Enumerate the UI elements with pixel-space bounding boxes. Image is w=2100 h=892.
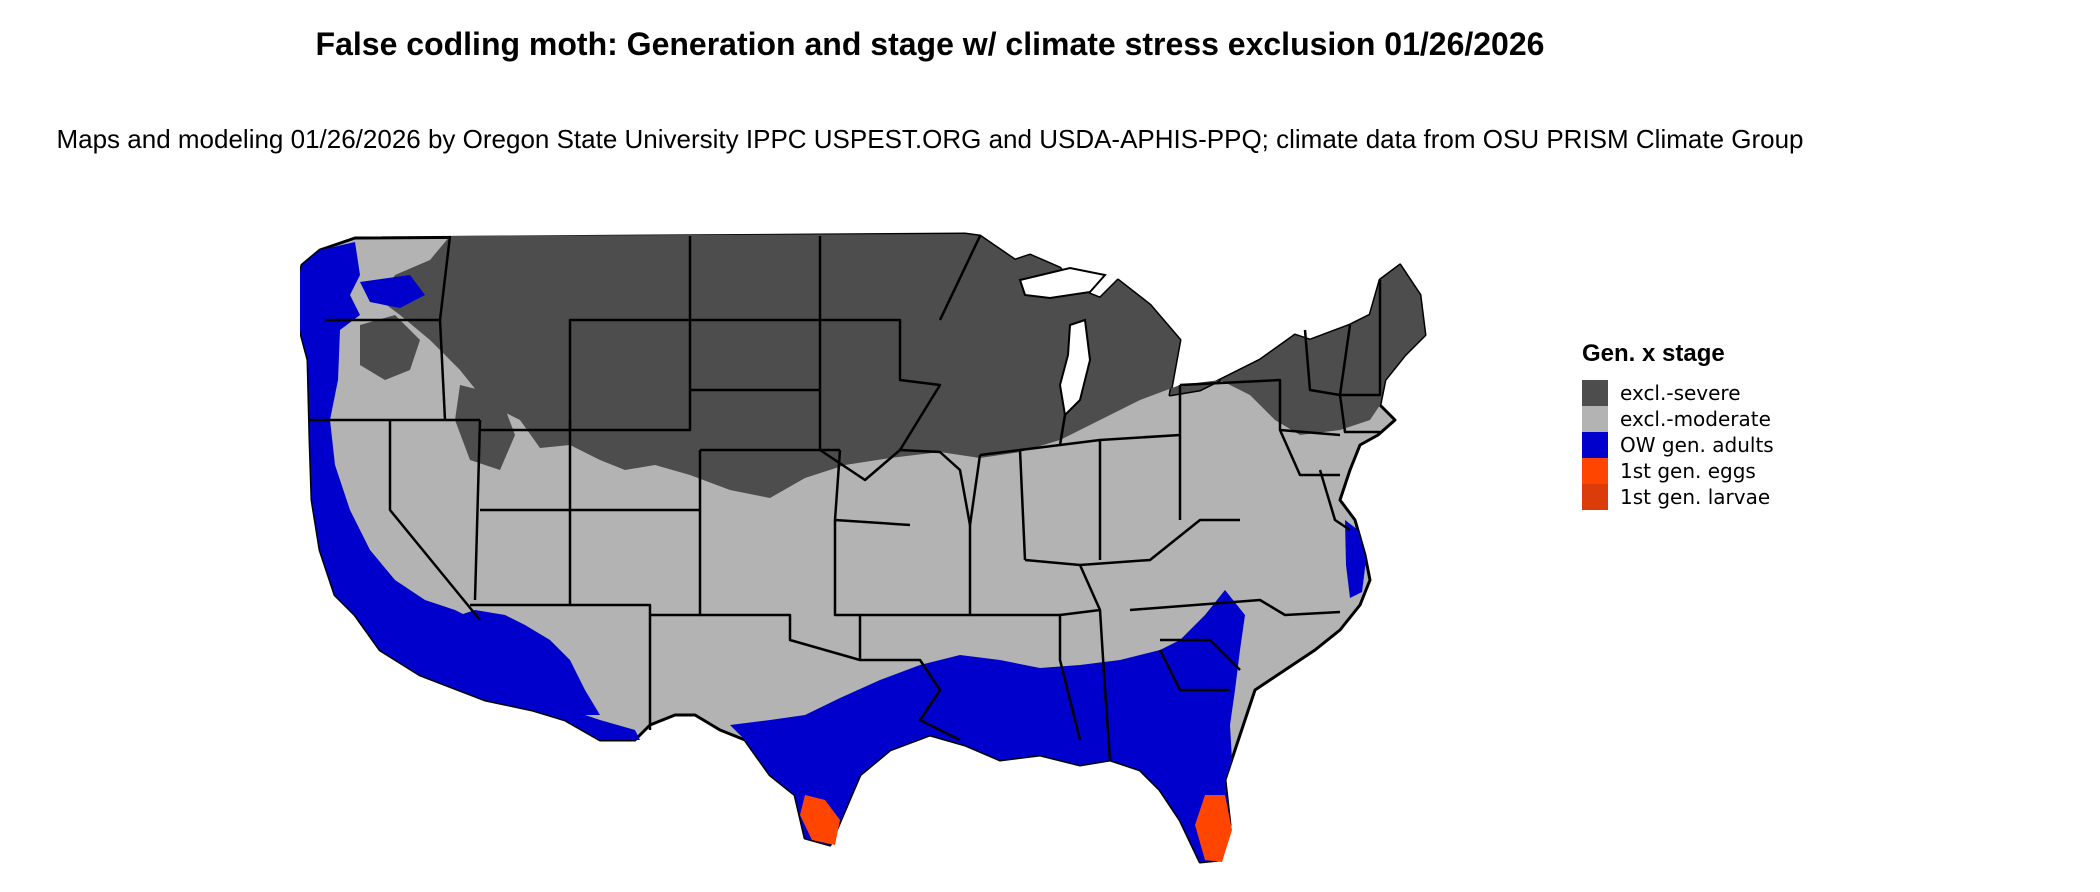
legend-title: Gen. x stage — [1582, 340, 1725, 367]
state-borders — [310, 235, 1382, 761]
legend-swatch — [1582, 432, 1608, 458]
map-subtitle: Maps and modeling 01/26/2026 by Oregon S… — [56, 124, 1804, 154]
legend-item-excl-moderate: excl.-moderate — [1582, 406, 1774, 432]
severe-exclusion-west — [360, 315, 515, 470]
adults-gulf-coast — [730, 590, 1245, 862]
legend-item-ow-adults: OW gen. adults — [1582, 432, 1774, 458]
eggs-south-texas — [800, 795, 840, 845]
legend-swatch — [1582, 406, 1608, 432]
map-legend: Gen. x stage excl.-severe excl.-moderate… — [1582, 340, 1774, 510]
adults-arizona — [445, 610, 600, 715]
adults-atlantic-coast — [1345, 520, 1366, 598]
legend-item-excl-severe: excl.-severe — [1582, 380, 1774, 406]
legend-item-1st-eggs: 1st gen. eggs — [1582, 458, 1774, 484]
legend-swatch — [1582, 380, 1608, 406]
adults-inland-washington — [360, 275, 425, 308]
severe-exclusion-region — [380, 234, 1425, 498]
map-title: False codling moth: Generation and stage… — [315, 26, 1545, 62]
legend-label: excl.-moderate — [1620, 407, 1771, 431]
legend-swatch — [1582, 484, 1608, 510]
lake-superior — [1018, 266, 1107, 300]
lake-michigan — [1058, 318, 1092, 418]
legend-label: 1st gen. larvae — [1620, 485, 1771, 509]
legend-label: excl.-severe — [1620, 381, 1741, 405]
eggs-south-florida — [1195, 795, 1232, 862]
us-map — [300, 232, 1427, 864]
adults-west-coast — [300, 242, 640, 740]
legend-item-1st-larvae: 1st gen. larvae — [1582, 484, 1774, 510]
legend-label: 1st gen. eggs — [1620, 459, 1756, 483]
legend-swatch — [1582, 458, 1608, 484]
legend-label: OW gen. adults — [1620, 433, 1774, 457]
